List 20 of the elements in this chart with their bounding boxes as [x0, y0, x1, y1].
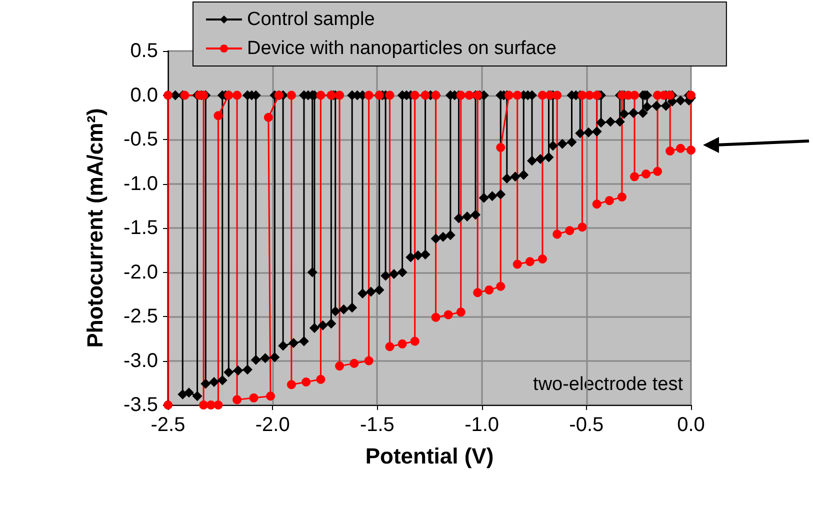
x-tick-label: -2.5 — [150, 414, 186, 436]
x-tick-label: -1.0 — [464, 414, 500, 436]
x-tick-label: -1.5 — [360, 414, 394, 436]
y-axis-title: Photocurrent (mA/cm²) — [82, 108, 108, 348]
x-axis-title: Potential (V) — [365, 444, 494, 468]
y-tick-label: 0.0 — [130, 84, 158, 106]
annotation: two-electrode test — [533, 374, 684, 395]
legend-label: Control sample — [247, 9, 375, 30]
y-tick-label: -3.5 — [124, 394, 158, 416]
y-tick-label: -0.5 — [124, 128, 158, 150]
y-tick-label: 0.5 — [130, 40, 158, 62]
x-tick-label: 0.0 — [677, 414, 705, 436]
x-tick-label: -0.5 — [569, 414, 604, 436]
y-tick-label: -3.0 — [124, 350, 158, 372]
y-tick-label: -1.5 — [124, 217, 158, 239]
y-tick-label: -1.0 — [124, 172, 158, 195]
y-tick-label: -2.5 — [124, 306, 158, 328]
legend-label: Device with nanoparticles on surface — [247, 38, 556, 59]
y-tick-label: -2.0 — [124, 261, 158, 284]
x-tick-label: -2.0 — [255, 414, 290, 436]
